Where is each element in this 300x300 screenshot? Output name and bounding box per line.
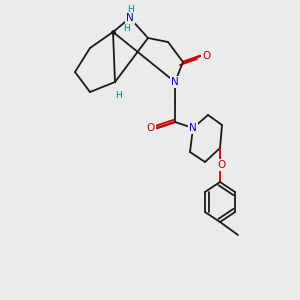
- Text: H: H: [115, 91, 122, 100]
- Text: O: O: [147, 123, 155, 133]
- Text: O: O: [217, 160, 225, 170]
- Text: N: N: [126, 13, 134, 23]
- Text: N: N: [189, 123, 197, 133]
- Text: H: H: [123, 24, 130, 33]
- Text: O: O: [202, 51, 210, 61]
- Text: H: H: [127, 5, 134, 14]
- Text: N: N: [171, 77, 179, 87]
